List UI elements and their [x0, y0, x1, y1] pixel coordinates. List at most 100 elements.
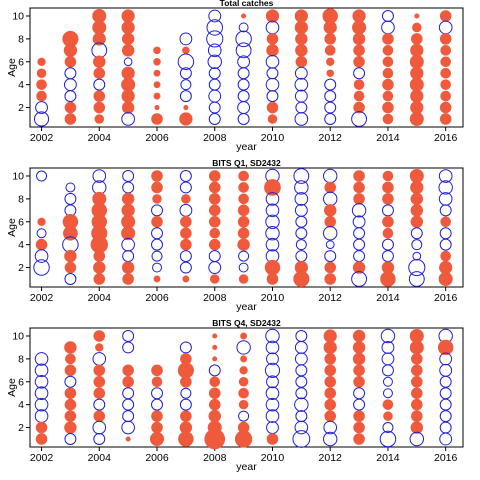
bubble-positive [63, 225, 78, 241]
bubble-positive [410, 421, 424, 434]
bubble-negative [33, 259, 50, 276]
bubble-positive [154, 105, 160, 111]
bubble-negative [353, 67, 366, 80]
bubble-negative [353, 227, 366, 240]
bubble-positive [122, 375, 134, 388]
bubble-positive [237, 238, 250, 251]
bubble-positive [121, 32, 135, 46]
bubble-negative [265, 20, 280, 35]
bubble-positive [382, 90, 394, 102]
bubble-positive [212, 344, 218, 350]
bubble-positive [153, 275, 161, 283]
x-tick-label: 2006 [145, 292, 169, 304]
x-tick-label: 2010 [261, 292, 285, 304]
bubble-positive [151, 181, 163, 194]
bubble-negative [151, 238, 163, 251]
bubble-negative [295, 330, 308, 342]
bubble-negative [438, 20, 453, 35]
bubble-positive [238, 193, 249, 205]
bubble-positive [352, 341, 366, 354]
bubble-negative [324, 113, 337, 125]
bubble-positive [208, 204, 221, 217]
bubble-positive [94, 114, 105, 124]
bubble-positive [382, 101, 394, 114]
bubble-negative [237, 78, 250, 91]
bubble-positive [323, 204, 337, 217]
bubble-negative [180, 79, 192, 91]
bubble-negative [439, 238, 452, 251]
panel-title: BITS Q4, SD2432 [212, 318, 281, 328]
bubble-negative [353, 250, 366, 263]
bubble-negative [438, 180, 453, 195]
bubble-positive [353, 90, 365, 102]
x-tick-label: 2004 [88, 132, 112, 144]
bubble-negative [122, 181, 135, 194]
bubble-negative [325, 240, 335, 250]
bubble-positive [264, 179, 281, 196]
bubble-negative [324, 78, 337, 91]
bubble-negative [265, 77, 280, 92]
bubble-negative [382, 376, 393, 387]
bubble-positive [212, 356, 218, 362]
bubble-positive [151, 376, 163, 388]
bubble-positive [439, 10, 452, 22]
bubble-negative [265, 340, 280, 355]
bubble-negative [151, 204, 163, 217]
bubble-negative [64, 192, 77, 205]
bubble-positive [65, 353, 76, 365]
bubble-negative [294, 89, 308, 103]
bubble-negative [438, 169, 453, 183]
bubble-negative [324, 101, 337, 114]
bubble-positive [323, 340, 337, 355]
bubble-negative [180, 387, 192, 399]
bubble-negative [122, 250, 135, 263]
bubble-positive [125, 436, 131, 442]
bubble-positive [35, 238, 48, 251]
bubble-positive [353, 193, 365, 205]
bubble-negative [265, 328, 280, 344]
x-tick-label: 2004 [88, 452, 112, 464]
bubble-positive [439, 113, 452, 125]
x-tick-label: 2004 [88, 292, 112, 304]
bubble-negative [207, 54, 222, 69]
x-tick-label: 2002 [30, 292, 54, 304]
bubble-positive [410, 215, 424, 228]
bubble-positive [380, 271, 396, 287]
bubble-negative [34, 352, 49, 366]
bubble-positive [121, 203, 135, 217]
bubble-positive [93, 90, 106, 102]
bubble-positive [410, 66, 424, 80]
bubble-positive [64, 387, 77, 400]
bubble-positive [324, 45, 336, 56]
bubble-positive [239, 366, 248, 375]
panel-1: Total catches 2002 2004 2006 2008 2010 2012 201… [6, 0, 464, 153]
bubble-positive [326, 57, 335, 66]
bubble-positive [237, 215, 250, 228]
bubble-positive [238, 170, 249, 182]
bubble-negative [351, 271, 367, 287]
y-tick-label: 6 [18, 56, 24, 68]
bubble-positive [37, 57, 46, 66]
bubble-negative [208, 261, 222, 274]
bubble-negative [35, 101, 48, 114]
y-tick-label: 8 [18, 193, 24, 205]
bubble-positive [440, 250, 451, 262]
bubble-positive [64, 101, 77, 114]
bubble-positive [324, 261, 336, 274]
bubble-positive [208, 387, 221, 400]
bubble-positive [93, 273, 106, 285]
bubble-negative [294, 420, 309, 435]
bubble-positive [383, 411, 393, 421]
bubble-positive [382, 227, 394, 239]
y-tick-label: 8 [18, 353, 24, 365]
x-tick-label: 2008 [203, 292, 227, 304]
bubble-negative [439, 204, 452, 217]
bubble-negative [33, 111, 50, 127]
bubble-negative [152, 262, 162, 273]
bubble-negative [295, 387, 308, 400]
bubble-positive [208, 398, 221, 411]
bubble-negative [381, 204, 394, 217]
bubble-negative [265, 54, 280, 69]
bubble-negative [265, 409, 280, 423]
bubble-positive [121, 77, 136, 92]
